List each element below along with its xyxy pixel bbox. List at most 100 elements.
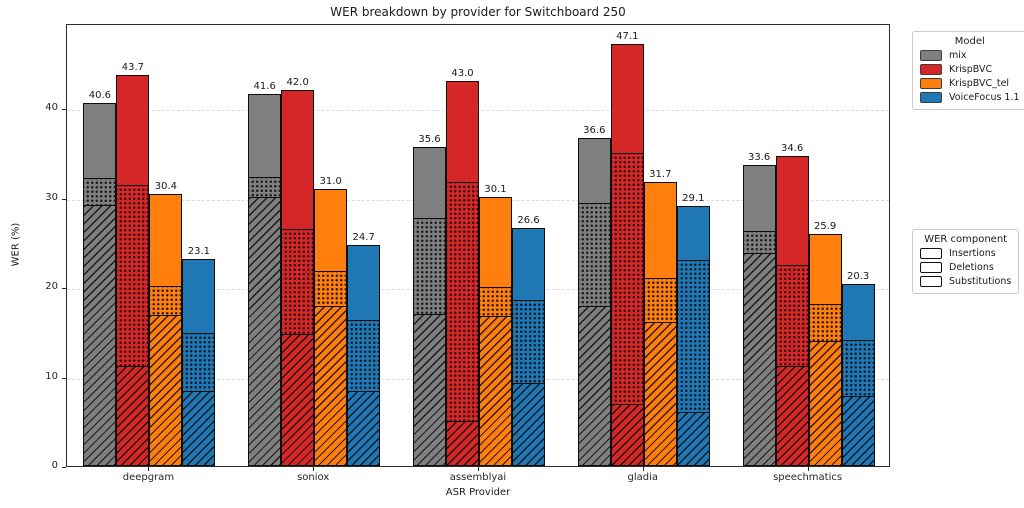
segment-krispbvc-tel-speechmatics-insertions: [809, 340, 841, 465]
segment-voicefocus-1-1-assemblyai-insertions: [513, 383, 544, 465]
segment-voicefocus-1-1-deepgram-insertions: [183, 390, 215, 465]
segment-krispbvc-tel-assemblyai-insertions: [480, 315, 511, 465]
x-tick-label-deepgram: deepgram: [122, 472, 175, 483]
segment-mix-soniox-deletions: [249, 177, 281, 198]
segment-krispbvc-tel-soniox-insertions: [315, 305, 347, 465]
x-tick-label-gladia: gladia: [627, 472, 659, 483]
segment-mix-soniox-substitutions: [249, 95, 280, 178]
y-tick-mark-30: [62, 198, 66, 200]
segment-krispbvc-tel-deepgram-substitutions: [150, 195, 181, 287]
segment-krispbvc-soniox-substitutions: [282, 91, 313, 229]
segment-mix-assemblyai-substitutions: [414, 148, 445, 217]
segment-krispbvc-tel-soniox-deletions: [315, 271, 347, 306]
segment-krispbvc-tel-soniox-substitutions: [315, 190, 346, 272]
legend-swatch-icon-insertions: [920, 248, 942, 259]
legend-item-krispbvc-tel: KrispBVC_tel: [920, 78, 1020, 89]
segment-krispbvc-speechmatics-deletions: [776, 264, 808, 367]
plot-area: 40.6 43.7 30.4 23.1 41.6 42.0 31.0 24.7 35.6 43.0…: [66, 24, 890, 467]
bar-total-label-krispbvc-tel-deepgram: 30.4: [154, 180, 178, 192]
segment-krispbvc-speechmatics-insertions: [776, 366, 808, 465]
y-tick-mark-10: [62, 377, 66, 379]
bar-total-label-mix-soniox: 41.6: [253, 80, 276, 92]
bar-krispbvc-tel-assemblyai: [479, 196, 512, 466]
legend-item-label-krispbvc-tel: KrispBVC_tel: [949, 78, 1010, 89]
legend-item-label-insertions: Insertions: [949, 248, 996, 259]
legend-swatch-icon-mix: [920, 50, 942, 61]
segment-krispbvc-gladia-deletions: [611, 153, 643, 404]
segment-mix-deepgram-deletions: [84, 177, 116, 206]
segment-krispbvc-soniox-deletions: [282, 229, 314, 335]
segment-mix-deepgram-substitutions: [84, 104, 115, 178]
segment-krispbvc-tel-speechmatics-substitutions: [810, 235, 841, 304]
segment-mix-deepgram-insertions: [84, 205, 116, 465]
bar-total-label-krispbvc-deepgram: 43.7: [121, 61, 145, 73]
legend-swatch-icon-krispbvc-tel: [920, 78, 942, 89]
bar-voicefocus-1-1-assemblyai: [512, 227, 545, 466]
legend-item-deletions: Deletions: [920, 262, 1011, 273]
segment-krispbvc-deepgram-substitutions: [117, 76, 148, 185]
bar-total-label-krispbvc-tel-speechmatics: 25.9: [813, 221, 837, 233]
bar-total-label-voicefocus-1-1-gladia: 29.1: [682, 192, 705, 204]
y-tick-label-20: 20: [45, 281, 58, 292]
legend-swatch-icon-voicefocus-1-1: [920, 92, 942, 103]
segment-voicefocus-1-1-soniox-substitutions: [348, 246, 379, 320]
bar-mix-speechmatics: [742, 165, 776, 466]
segment-voicefocus-1-1-speechmatics-substitutions: [843, 285, 874, 340]
segment-voicefocus-1-1-soniox-insertions: [348, 391, 380, 465]
legend-item-voicefocus-1-1: VoiceFocus 1.1: [920, 92, 1020, 103]
segment-krispbvc-assemblyai-deletions: [447, 181, 478, 422]
x-tick-label-soniox: soniox: [297, 472, 330, 483]
segment-mix-speechmatics-deletions: [743, 231, 775, 253]
segment-mix-assemblyai-deletions: [414, 217, 445, 314]
bar-total-label-krispbvc-tel-assemblyai: 30.1: [484, 183, 507, 195]
bar-total-label-krispbvc-tel-gladia: 31.7: [649, 169, 672, 181]
segment-voicefocus-1-1-gladia-insertions: [677, 411, 709, 465]
bar-krispbvc-tel-gladia: [643, 182, 677, 466]
bar-mix-deepgram: [83, 102, 117, 466]
model-legend-title: Model: [954, 36, 985, 47]
legend-item-label-krispbvc: KrispBVC: [949, 64, 993, 75]
segment-krispbvc-assemblyai-substitutions: [447, 82, 478, 182]
segment-krispbvc-gladia-insertions: [611, 403, 643, 465]
bar-total-label-krispbvc-soniox: 42.0: [286, 77, 309, 89]
legend-item-substitutions: Substitutions: [920, 276, 1011, 287]
segment-krispbvc-tel-assemblyai-deletions: [480, 287, 511, 316]
segment-mix-gladia-insertions: [578, 305, 610, 465]
segment-mix-gladia-deletions: [578, 202, 610, 306]
bar-krispbvc-tel-soniox: [314, 188, 348, 466]
segment-krispbvc-speechmatics-substitutions: [777, 157, 808, 265]
segment-mix-assemblyai-insertions: [414, 313, 445, 465]
segment-mix-speechmatics-substitutions: [744, 166, 775, 231]
bar-mix-assemblyai: [413, 147, 446, 466]
segment-krispbvc-tel-speechmatics-deletions: [809, 304, 841, 341]
segment-krispbvc-soniox-insertions: [282, 334, 314, 465]
bar-voicefocus-1-1-gladia: [676, 205, 710, 466]
x-tick-label-assemblyai: assemblyai: [449, 472, 507, 483]
segment-voicefocus-1-1-speechmatics-insertions: [842, 395, 874, 465]
segment-voicefocus-1-1-deepgram-deletions: [183, 332, 215, 391]
segment-krispbvc-tel-gladia-insertions: [644, 321, 676, 465]
bar-total-label-mix-gladia: 36.6: [583, 125, 606, 137]
x-tick-mark-gladia: [642, 467, 644, 471]
bar-krispbvc-tel-speechmatics: [808, 234, 842, 466]
y-tick-mark-20: [62, 288, 66, 289]
x-tick-mark-deepgram: [148, 467, 150, 471]
bar-mix-soniox: [248, 93, 282, 466]
bar-krispbvc-speechmatics: [775, 156, 809, 466]
y-axis-label: WER (%): [10, 222, 22, 267]
bar-total-label-voicefocus-1-1-assemblyai: 26.6: [517, 214, 540, 226]
y-tick-mark-0: [62, 467, 66, 468]
chart-title: WER breakdown by provider for Switchboar…: [330, 5, 626, 19]
bar-total-label-voicefocus-1-1-deepgram: 23.1: [187, 246, 211, 258]
segment-krispbvc-tel-assemblyai-substitutions: [480, 198, 511, 288]
legend-item-mix: mix: [920, 50, 1020, 61]
legend-item-insertions: Insertions: [920, 248, 1011, 259]
y-tick-label-30: 30: [45, 191, 58, 203]
legend-swatch-icon-substitutions: [920, 276, 942, 287]
bar-total-label-krispbvc-assemblyai: 43.0: [451, 68, 474, 80]
bar-krispbvc-deepgram: [116, 74, 150, 466]
bar-krispbvc-gladia: [610, 44, 644, 466]
segment-krispbvc-assemblyai-insertions: [447, 421, 478, 465]
segment-krispbvc-tel-gladia-deletions: [644, 278, 676, 322]
model-legend: Model mix KrispBVC KrispBVC_tel VoiceFocus …: [912, 31, 1024, 110]
